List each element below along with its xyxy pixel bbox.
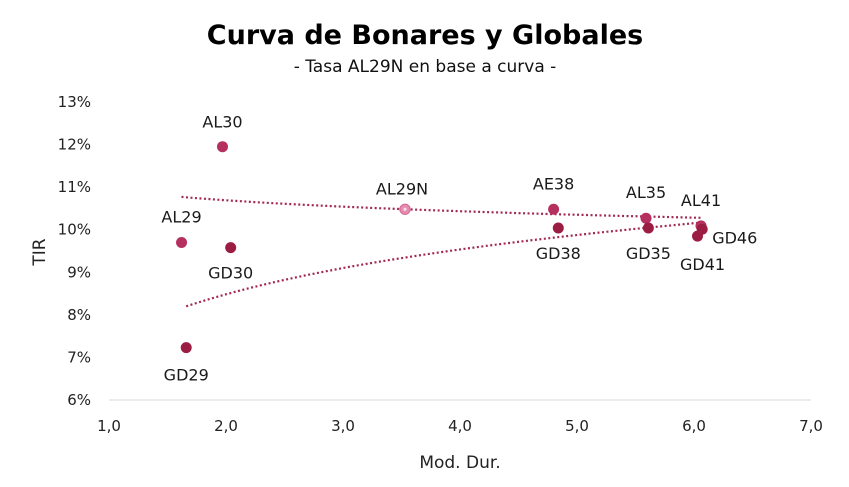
x-tick-label: 3,0 [331, 417, 355, 435]
y-tick-label: 10% [58, 221, 91, 239]
y-axis-label: TIR [30, 238, 50, 266]
point-label: AL29N [376, 179, 428, 198]
x-axis-ticks: 1,0 2,0 3,0 4,0 5,0 6,0 7,0 [97, 417, 823, 435]
data-point [180, 342, 192, 354]
chart-title: Curva de Bonares y Globales [207, 20, 643, 51]
point-label: AL29 [161, 207, 201, 226]
point-labels: AL30 AL29 GD30 GD29 AL29N AE38 GD38 AL35 GD35 AL4… [161, 113, 757, 385]
point-label: AL35 [626, 183, 666, 202]
x-tick-label: 6,0 [682, 417, 706, 435]
data-point [225, 242, 237, 254]
y-tick-label: 12% [58, 136, 91, 154]
y-tick-label: 6% [67, 391, 91, 409]
data-point [640, 212, 652, 224]
point-label: GD46 [712, 228, 757, 247]
y-axis-ticks: 6% 7% 8% 9% 10% 11% 12% 13% [58, 93, 91, 409]
trendline-globales [185, 221, 703, 308]
y-tick-label: 11% [58, 178, 91, 196]
chart-subtitle: - Tasa AL29N en base a curva - [294, 57, 557, 77]
data-points [176, 141, 708, 354]
data-point [216, 141, 228, 153]
point-label: GD38 [536, 244, 581, 263]
y-tick-label: 13% [58, 93, 91, 111]
y-tick-label: 8% [67, 306, 91, 324]
point-label: AL30 [202, 113, 242, 132]
point-label: GD30 [208, 264, 253, 283]
data-point [176, 236, 188, 248]
x-tick-label: 7,0 [799, 417, 823, 435]
y-tick-label: 7% [67, 348, 91, 366]
point-label: AE38 [533, 174, 574, 193]
x-tick-label: 5,0 [565, 417, 589, 435]
point-label: AL41 [681, 191, 721, 210]
x-tick-label: 1,0 [97, 417, 121, 435]
data-point [692, 230, 704, 242]
x-tick-label: 4,0 [448, 417, 472, 435]
data-point [548, 203, 560, 215]
point-label: GD29 [164, 366, 209, 385]
data-point-highlight-center [403, 207, 407, 211]
x-tick-label: 2,0 [214, 417, 238, 435]
point-label: GD35 [626, 244, 671, 263]
data-point [642, 222, 654, 234]
y-tick-label: 9% [67, 263, 91, 281]
data-point [552, 222, 564, 234]
x-axis-label: Mod. Dur. [419, 453, 500, 473]
point-label: GD41 [680, 255, 725, 274]
trendline-bonares [181, 195, 702, 219]
trendlines [181, 195, 703, 308]
